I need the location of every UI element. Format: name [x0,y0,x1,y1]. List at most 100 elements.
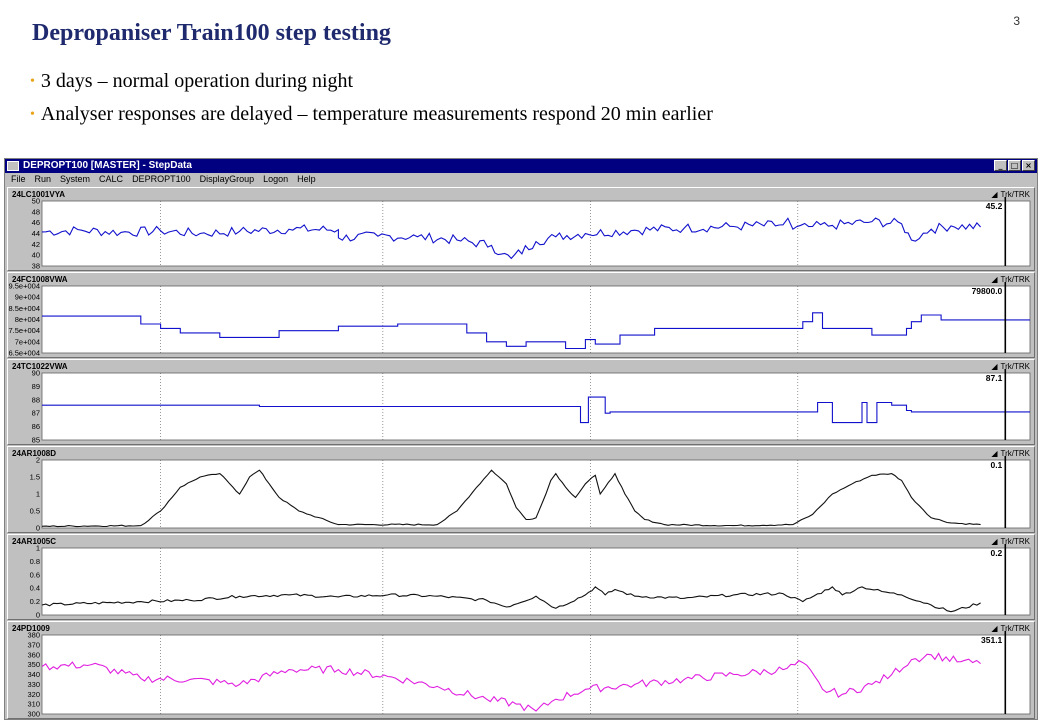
menu-displaygroup[interactable]: DisplayGroup [199,174,255,184]
trend-tag: 24AR1008D [12,449,57,458]
y-tick-label: 42 [32,240,40,249]
plot-area[interactable] [41,634,1031,715]
current-value-label: 79800.0 [972,286,1003,296]
y-tick-label: 44 [32,229,40,238]
trk-toggle[interactable]: ◢ Trk/TRK [991,449,1030,458]
trend-panel[interactable]: 24FC1008VWA ◢ Trk/TRK 9.5e+004 9e+004 8.5e+… [7,272,1035,358]
y-tick-label: 8.5e+004 [9,304,41,313]
stepdata-app-window: DEPROPT100 [MASTER] - StepData _ □ × Fil… [4,158,1038,720]
trend-tag: 24TC1022VWA [12,362,68,371]
trend-plot[interactable]: 9.5e+004 9e+004 8.5e+004 8e+004 7.5e+004 7e+0… [8,273,1034,357]
window-title: DEPROPT100 [MASTER] - StepData [23,160,192,171]
trk-toggle[interactable]: ◢ Trk/TRK [991,362,1030,371]
restore-button[interactable]: □ [1008,160,1021,171]
bullet-text: Analyser responses are delayed – tempera… [40,103,713,125]
y-tick-label: 46 [32,218,40,227]
plot-area[interactable] [41,200,1031,267]
y-tick-label: 85 [32,436,40,445]
window-titlebar[interactable]: DEPROPT100 [MASTER] - StepData _ □ × [5,159,1037,173]
trend-edit-icon: ◢ [991,449,998,458]
y-tick-label: 370 [27,640,40,649]
trk-toggle[interactable]: ◢ Trk/TRK [991,275,1030,284]
current-value-label: 87.1 [986,373,1003,383]
menu-bar: File Run System CALC DEPROPT100 DisplayG… [5,173,1037,186]
y-tick-label: 310 [27,700,40,709]
y-tick-label: 40 [32,251,40,260]
y-tick-label: 9e+004 [15,293,40,302]
y-tick-label: 9.5e+004 [9,282,41,291]
trend-tag: 24AR1005C [12,537,57,546]
trend-plot[interactable]: 90 89 88 87 86 85 87.1 [8,360,1034,444]
current-value-label: 0.2 [990,548,1002,558]
close-button[interactable]: × [1022,160,1035,171]
y-tick-label: 0.8 [30,557,40,566]
trk-label: Trk/TRK [1000,362,1030,371]
series-line [42,396,1030,424]
trk-toggle[interactable]: ◢ Trk/TRK [991,190,1030,199]
window-controls: _ □ × [994,160,1035,171]
trend-panel[interactable]: 24TC1022VWA ◢ Trk/TRK 90 89 88 87 86 85 87.1 [7,359,1035,445]
app-icon[interactable] [7,161,19,171]
menu-depropt100[interactable]: DEPROPT100 [132,174,191,184]
trend-edit-icon: ◢ [991,624,998,633]
trend-edit-icon: ◢ [991,362,998,371]
menu-file[interactable]: File [11,174,26,184]
minimize-button[interactable]: _ [994,160,1007,171]
y-tick-label: 1 [36,544,40,553]
menu-logon[interactable]: Logon [263,174,289,184]
trk-label: Trk/TRK [1000,624,1030,633]
trk-label: Trk/TRK [1000,190,1030,199]
y-tick-label: 320 [27,690,40,699]
y-tick-label: 87 [32,409,40,418]
menu-help[interactable]: Help [297,174,316,184]
y-tick-label: 0.2 [30,597,40,606]
trend-plot[interactable]: 1 0.8 0.6 0.4 0.2 0 0.2 [8,535,1034,619]
trk-label: Trk/TRK [1000,449,1030,458]
bullet-list: • 3 days – normal operation during night … [30,66,713,132]
series-line [41,586,981,613]
y-tick-label: 38 [32,262,40,271]
trend-panel[interactable]: 24LC1001VYA ◢ Trk/TRK 50 48 46 44 42 40 38 45.2 [7,187,1035,271]
y-tick-label: 1 [36,490,40,499]
y-tick-label: 0 [36,524,40,533]
y-tick-label: 360 [27,650,40,659]
page-number: 3 [1013,14,1020,28]
trend-edit-icon: ◢ [991,190,998,199]
y-tick-label: 380 [27,631,40,640]
bullet-dot-icon: • [30,107,35,122]
y-tick-label: 86 [32,422,40,431]
y-tick-label: 0 [36,611,40,620]
series-line [41,217,982,260]
trend-plot[interactable]: 2 1.5 1 0.5 0 0.1 [8,447,1034,532]
plot-area[interactable] [41,285,1031,354]
y-tick-label: 89 [32,382,40,391]
trk-toggle[interactable]: ◢ Trk/TRK [991,537,1030,546]
page-title: Depropaniser Train100 step testing [32,20,391,46]
y-tick-label: 1.5 [30,473,40,482]
trend-edit-icon: ◢ [991,275,998,284]
y-tick-label: 350 [27,660,40,669]
y-tick-label: 90 [32,369,40,378]
trend-tag: 24FC1008VWA [12,275,68,284]
trk-toggle[interactable]: ◢ Trk/TRK [991,624,1030,633]
y-tick-label: 6.5e+004 [9,349,41,358]
y-tick-label: 88 [32,395,40,404]
y-tick-label: 7e+004 [15,337,40,346]
bullet-text: 3 days – normal operation during night [40,70,354,92]
series-line [42,312,1030,350]
series-line [41,469,981,528]
trend-panel[interactable]: 24AR1005C ◢ Trk/TRK 1 0.8 0.6 0.4 0.2 0 0.2 [7,534,1035,620]
y-tick-label: 0.4 [30,584,40,593]
bullet-dot-icon: • [30,74,35,89]
trend-panel[interactable]: 24PD1009 ◢ Trk/TRK 380 370 360 350 340 330 320 3… [7,621,1035,719]
y-tick-label: 48 [32,207,40,216]
current-value-label: 351.1 [981,635,1003,645]
menu-calc[interactable]: CALC [99,174,124,184]
menu-run[interactable]: Run [34,174,52,184]
trend-panel[interactable]: 24AR1008D ◢ Trk/TRK 2 1.5 1 0.5 0 0.1 [7,446,1035,533]
plot-area[interactable] [41,547,1031,616]
menu-system[interactable]: System [60,174,91,184]
y-tick-label: 340 [27,670,40,679]
